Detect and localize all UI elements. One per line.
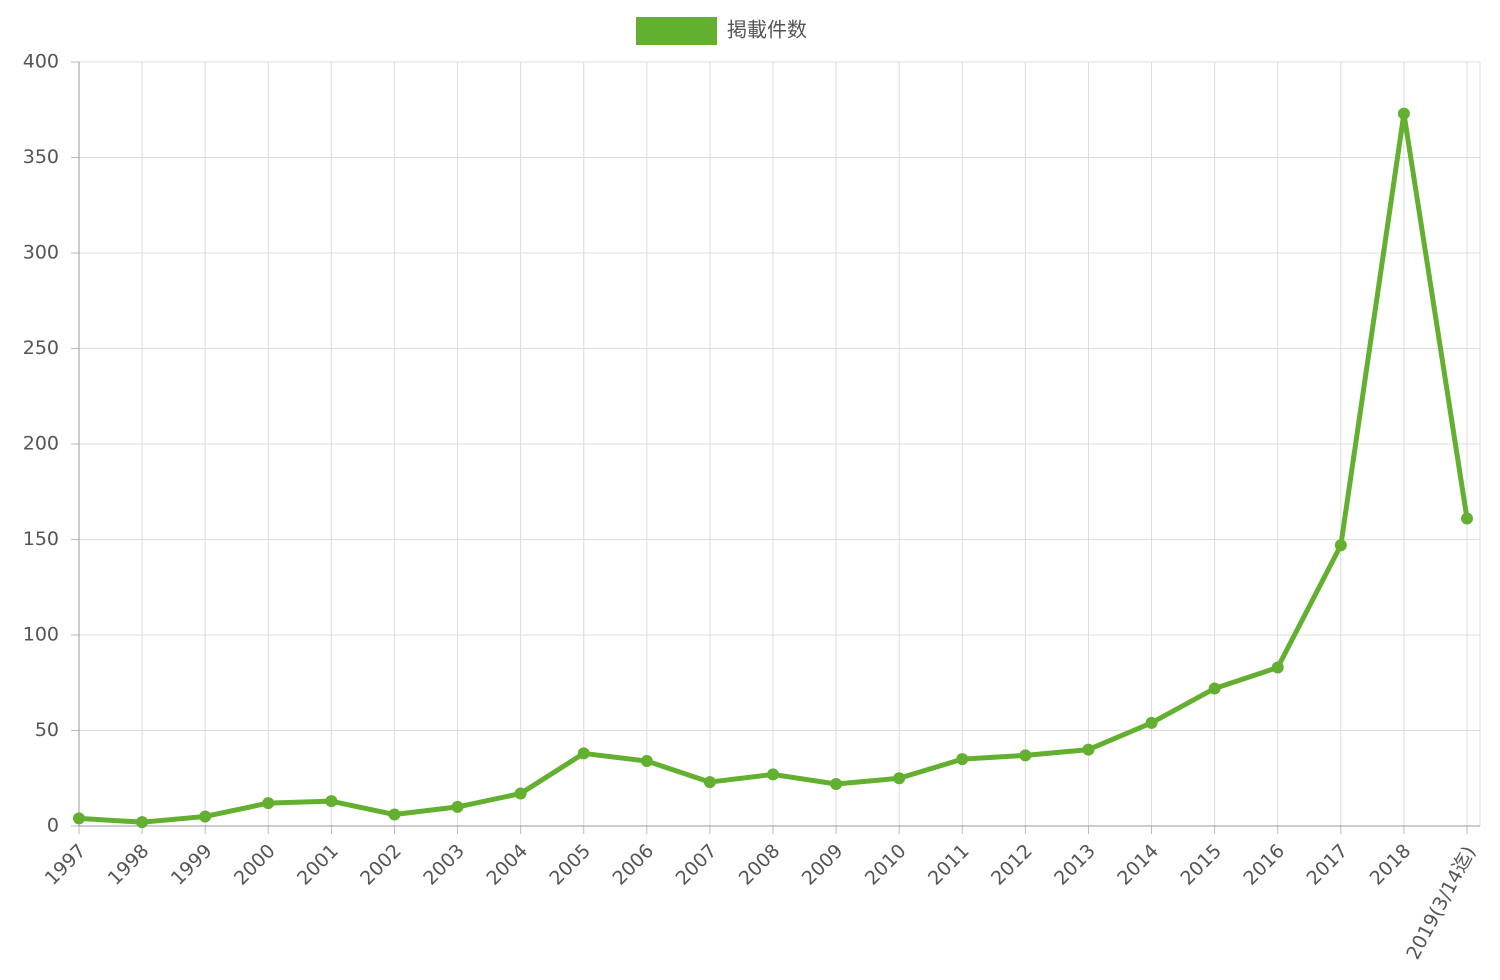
x-tick-label: 2010 xyxy=(861,840,911,890)
data-point xyxy=(956,753,969,766)
x-tick-label: 2018 xyxy=(1366,840,1416,890)
data-point xyxy=(577,747,590,760)
x-tick-label: 2016 xyxy=(1239,840,1289,890)
data-point xyxy=(1208,682,1221,695)
y-tick-label: 0 xyxy=(47,815,59,837)
data-point xyxy=(1271,661,1284,674)
data-point xyxy=(388,808,401,821)
x-tick-label: 2011 xyxy=(924,840,974,890)
x-tick-label: 2005 xyxy=(545,840,595,890)
x-tick-label: 2004 xyxy=(482,840,532,890)
y-tick-label: 200 xyxy=(23,433,59,455)
data-point xyxy=(1019,749,1032,762)
y-tick-label: 50 xyxy=(35,719,59,741)
data-point xyxy=(893,772,906,785)
data-point xyxy=(325,795,338,808)
data-point xyxy=(703,776,716,789)
data-point xyxy=(136,816,149,829)
x-tick-label: 2013 xyxy=(1050,840,1100,890)
data-point xyxy=(830,777,843,790)
data-point xyxy=(1145,716,1158,729)
y-tick-label: 150 xyxy=(23,528,59,550)
x-tick-label: 2017 xyxy=(1302,840,1352,890)
x-tick-label: 2003 xyxy=(419,840,469,890)
x-tick-label: 2009 xyxy=(798,840,848,890)
data-point xyxy=(1461,512,1473,525)
legend-label: 掲載件数 xyxy=(727,18,807,42)
legend-swatch xyxy=(636,17,717,45)
data-point xyxy=(1082,743,1095,756)
y-tick-label: 350 xyxy=(23,146,59,168)
x-tick-label: 2007 xyxy=(672,840,722,890)
y-tick-label: 400 xyxy=(23,51,59,73)
data-point xyxy=(767,768,779,781)
x-tick-label: 2000 xyxy=(230,840,280,890)
x-tick-label: 1999 xyxy=(167,840,217,890)
data-point xyxy=(1397,107,1410,120)
data-point xyxy=(451,800,464,813)
data-point xyxy=(514,787,527,800)
x-tick-label: 2001 xyxy=(293,840,343,890)
data-point xyxy=(73,812,85,825)
data-point xyxy=(199,810,212,823)
x-tick-label: 2008 xyxy=(735,840,785,890)
x-tick-label: 2019(3/14迄) xyxy=(1402,843,1480,964)
x-tick-label: 2006 xyxy=(608,840,658,890)
x-tick-label: 2014 xyxy=(1113,840,1163,890)
y-tick-label: 100 xyxy=(23,624,59,646)
y-tick-label: 250 xyxy=(23,337,59,359)
data-point xyxy=(1334,539,1347,552)
x-tick-label: 2012 xyxy=(987,840,1037,890)
x-tick-label: 2002 xyxy=(356,840,406,890)
data-point xyxy=(262,797,275,810)
y-tick-label: 300 xyxy=(23,242,59,264)
data-point xyxy=(640,755,653,768)
x-tick-label: 2015 xyxy=(1176,840,1226,890)
x-tick-label: 1997 xyxy=(41,840,91,890)
x-tick-label: 1998 xyxy=(104,840,154,890)
